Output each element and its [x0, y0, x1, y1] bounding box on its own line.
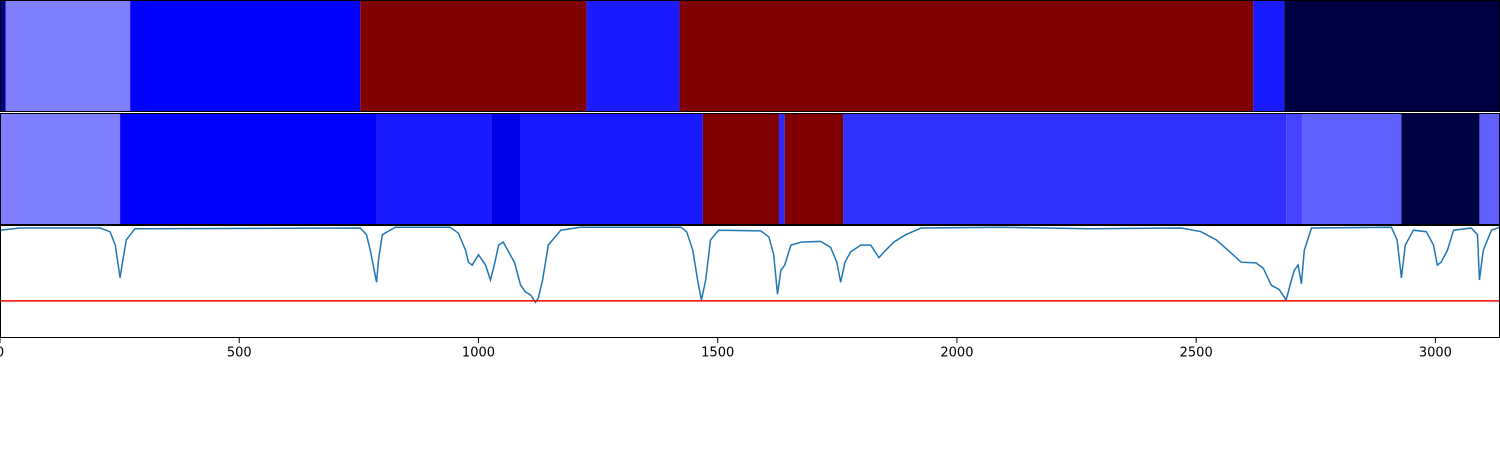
segment	[1286, 113, 1303, 225]
segment	[0, 113, 121, 225]
x-tick-label: 2000	[940, 346, 973, 361]
segment	[1401, 113, 1480, 225]
segment	[784, 113, 844, 225]
segment	[778, 113, 785, 225]
segment	[491, 113, 521, 225]
segment	[1479, 113, 1500, 225]
score-line	[0, 226, 1500, 304]
segment	[1253, 0, 1285, 112]
segment	[120, 113, 377, 225]
x-tick-label: 500	[227, 346, 252, 361]
segment	[1302, 113, 1402, 225]
segment	[5, 0, 131, 112]
x-tick-label: 0	[0, 346, 4, 361]
x-tick-label: 1000	[462, 346, 495, 361]
segment	[130, 0, 361, 112]
segment	[586, 0, 680, 112]
segment	[1284, 0, 1500, 112]
segment	[376, 113, 492, 225]
x-tick-label: 3000	[1419, 346, 1452, 361]
panel-border	[0, 225, 1500, 338]
segment	[360, 0, 587, 112]
x-tick-label: 2500	[1180, 346, 1213, 361]
segment	[702, 113, 779, 225]
x-tick-label: 1500	[701, 346, 734, 361]
segment	[843, 113, 1287, 225]
segment	[520, 113, 703, 225]
segment	[679, 0, 1254, 112]
segment	[0, 0, 6, 112]
